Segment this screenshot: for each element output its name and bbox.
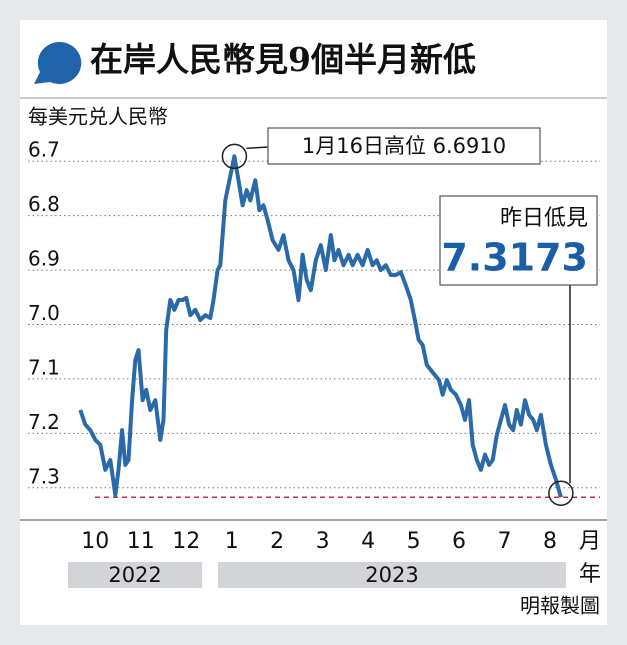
low-value: 7.3173 [441, 236, 588, 280]
year-label: 2022 [108, 563, 161, 587]
x-tick-label: 2 [270, 529, 284, 554]
data-line [78, 154, 563, 498]
y-tick-label: 7.0 [28, 301, 60, 325]
peak-marker [221, 143, 248, 170]
y-tick-label: 6.8 [28, 192, 60, 216]
y-tick-label: 6.7 [28, 138, 60, 162]
year-band [68, 562, 203, 588]
x-tick-label: 5 [407, 529, 421, 554]
peak-label: 1月16日高位 6.6910 [302, 134, 506, 158]
year-axis-label: 年 [579, 562, 601, 587]
x-tick-label: 7 [498, 529, 512, 554]
low-marker [548, 480, 574, 506]
peak-box [267, 127, 541, 165]
y-tick-label: 7.2 [28, 410, 60, 434]
title-icon [34, 41, 82, 84]
source: 明報製圖 [520, 594, 600, 618]
chart-title: 在岸人民幣見9個半月新低 [90, 40, 476, 79]
x-tick-label: 11 [127, 529, 155, 554]
year-band [218, 562, 566, 588]
x-axis-label: 月 [579, 529, 601, 554]
x-tick-label: 8 [543, 529, 557, 554]
x-tick-label: 6 [452, 529, 466, 554]
peak-connector [246, 146, 269, 150]
y-tick-label: 7.3 [28, 464, 60, 488]
x-tick-label: 10 [81, 529, 109, 554]
low-label: 昨日低見 [500, 206, 588, 231]
panel [20, 20, 607, 625]
y-tick-label: 6.9 [28, 247, 60, 271]
low-box [439, 195, 598, 286]
x-tick-label: 12 [172, 529, 200, 554]
x-tick-label: 4 [361, 529, 375, 554]
year-label: 2023 [365, 563, 418, 587]
x-tick-label: 1 [225, 529, 239, 554]
x-tick-label: 3 [316, 529, 330, 554]
y-axis-label: 每美元兑人民幣 [28, 105, 168, 129]
y-tick-label: 7.1 [28, 355, 60, 379]
